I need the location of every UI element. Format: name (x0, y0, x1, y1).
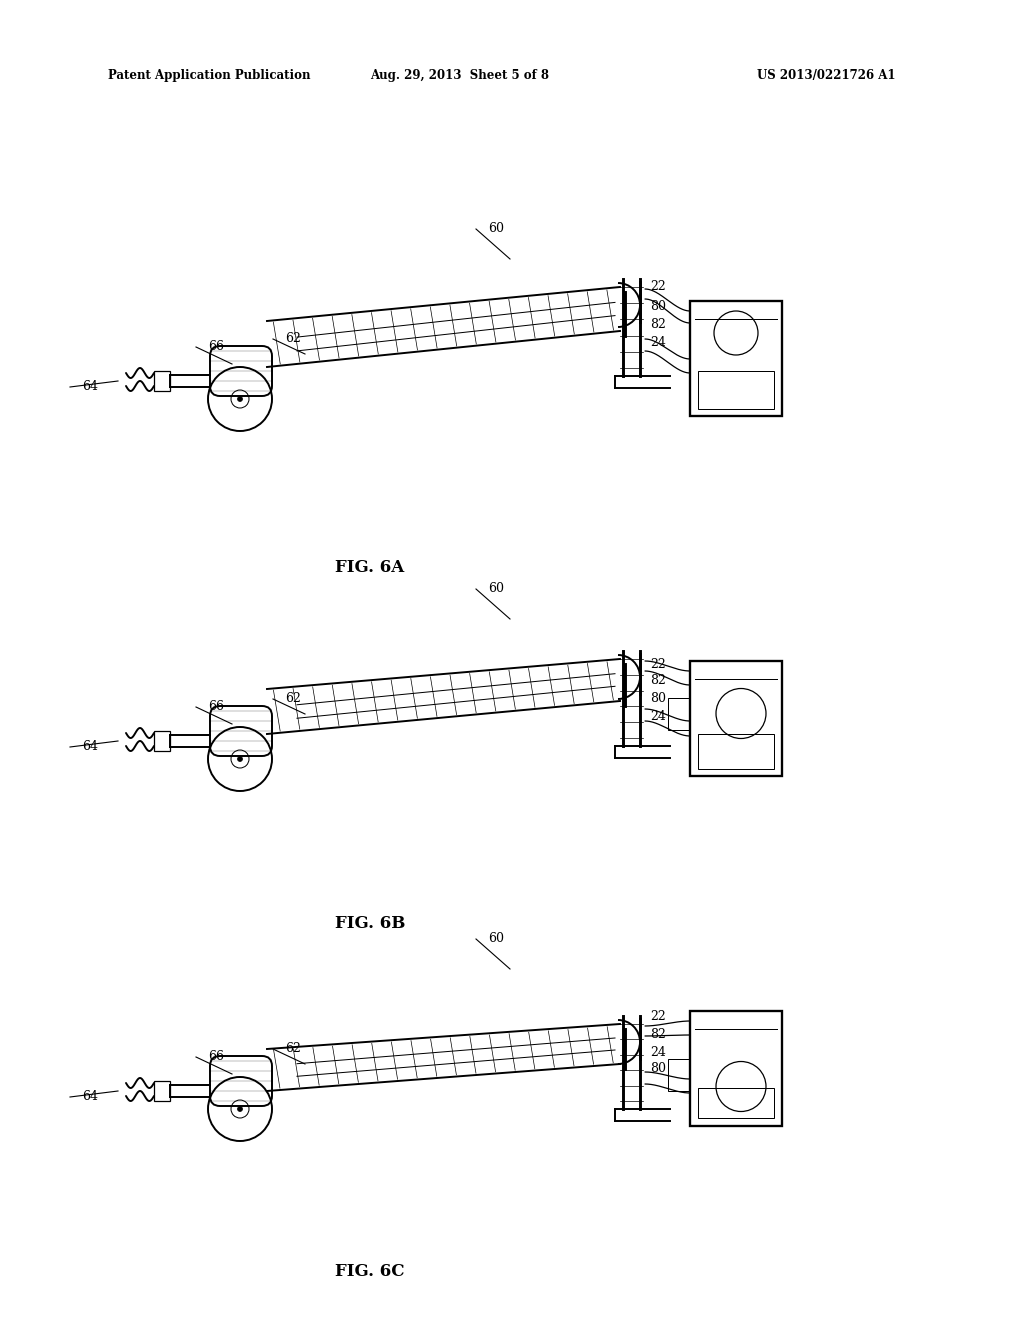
Text: FIG. 6C: FIG. 6C (335, 1262, 404, 1279)
Text: 66: 66 (208, 341, 224, 354)
Bar (154, 731, 170, 751)
Bar (698, 1088, 774, 1118)
Text: 80: 80 (650, 1063, 666, 1076)
Text: Patent Application Publication: Patent Application Publication (108, 70, 310, 82)
Text: 82: 82 (650, 318, 666, 330)
Text: 24: 24 (650, 335, 666, 348)
Text: 82: 82 (650, 1027, 666, 1040)
Text: 62: 62 (285, 693, 301, 705)
Bar (668, 697, 690, 730)
Text: 80: 80 (650, 300, 666, 313)
Bar (690, 301, 782, 416)
Bar (668, 1059, 690, 1090)
Text: FIG. 6A: FIG. 6A (336, 558, 404, 576)
Text: 60: 60 (488, 223, 504, 235)
Text: 24: 24 (650, 710, 666, 722)
Bar (698, 734, 774, 770)
Text: 64: 64 (82, 380, 98, 393)
Text: 22: 22 (650, 657, 666, 671)
Circle shape (238, 396, 243, 401)
Text: 62: 62 (285, 333, 301, 346)
Bar (154, 1081, 170, 1101)
Text: 60: 60 (488, 582, 504, 595)
Bar (154, 371, 170, 391)
Bar (690, 1011, 782, 1126)
Text: 66: 66 (208, 1051, 224, 1064)
Text: 60: 60 (488, 932, 504, 945)
Text: 62: 62 (285, 1043, 301, 1056)
Text: Aug. 29, 2013  Sheet 5 of 8: Aug. 29, 2013 Sheet 5 of 8 (371, 70, 550, 82)
Text: 64: 64 (82, 1090, 98, 1104)
Text: US 2013/0221726 A1: US 2013/0221726 A1 (757, 70, 896, 82)
Text: 66: 66 (208, 701, 224, 714)
Text: 82: 82 (650, 675, 666, 688)
Circle shape (238, 1106, 243, 1111)
Text: FIG. 6B: FIG. 6B (335, 915, 406, 932)
Text: 64: 64 (82, 741, 98, 754)
Bar (690, 661, 782, 776)
Text: 24: 24 (650, 1045, 666, 1059)
Circle shape (238, 756, 243, 762)
Text: 22: 22 (650, 1011, 666, 1023)
Bar (698, 371, 774, 409)
Text: 22: 22 (650, 281, 666, 293)
Text: 80: 80 (650, 693, 666, 705)
